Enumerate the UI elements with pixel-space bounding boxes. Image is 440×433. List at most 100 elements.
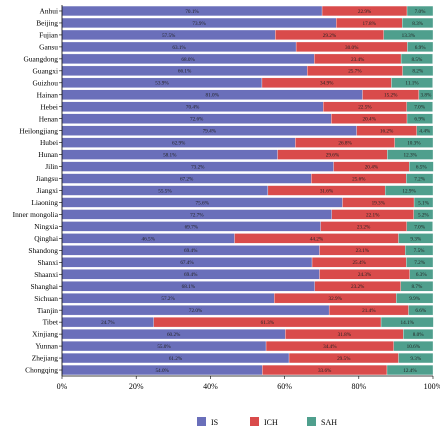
data-label: 79.4% [203,129,217,135]
data-label: 44.2% [310,236,324,242]
data-label: 57.5% [162,33,176,39]
category-label: Guizhou [33,78,59,87]
category-label: Tibet [43,318,59,327]
legend-label-is: IS [211,418,218,427]
data-label: 33.6% [318,368,332,374]
bar-sah-sichuan [396,293,434,304]
data-label: 70.4% [186,105,200,111]
category-label: Heilongjiang [19,126,58,135]
bar-sah-shanxi [406,257,434,268]
data-label: 22.9% [358,9,372,15]
bar-sah-heilongjiang [416,125,434,136]
category-label: Guangdong [24,54,59,63]
data-label: 69.7% [185,224,199,230]
data-label: 5.1% [418,200,429,206]
bar-sah-tianjin [408,305,434,316]
data-label: 9.3% [410,356,421,362]
category-label: Hubei [40,138,58,147]
data-label: 19.3% [372,200,386,206]
bar-sah-qinghai [398,233,434,244]
data-label: 29.6% [326,152,340,158]
bar-sah-ningxia [406,221,433,232]
data-label: 7.2% [414,260,425,266]
x-tick-label: 40% [203,382,218,391]
data-label: 46.5% [142,236,156,242]
x-tick-label: 60% [277,382,292,391]
data-label: 11.1% [405,81,419,87]
data-label: 17.8% [362,21,376,27]
data-label: 72.0% [189,308,203,314]
data-label: 6.9% [415,45,426,51]
data-label: 8.2% [412,69,423,75]
data-label: 72.6% [190,117,204,123]
data-label: 73.9% [192,21,206,27]
bar-sah-jiangxi [384,185,434,196]
data-label: 70.1% [185,9,199,15]
category-label: Hainan [37,90,59,99]
category-label: Shanghai [30,282,58,291]
bar-sah-shandong [405,245,434,256]
category-label: Gansu [39,42,58,51]
data-label: 20.4% [362,117,376,123]
data-label: 6.6% [415,308,426,314]
x-tick-label: 100% [424,382,440,391]
bar-sah-anhui [406,5,434,17]
x-axis: 0% 20% 40% 60% 80% 100% [57,5,440,391]
bar-sah-inner-mongolia [413,209,434,220]
data-label: 5.2% [418,212,429,218]
data-label: 8.3% [412,21,423,27]
category-label: Chongqing [25,366,58,375]
data-label: 30.0% [345,45,359,51]
data-label: 25.4% [352,260,366,266]
category-label: Guangxi [33,66,58,75]
data-label: 24.7% [101,320,115,326]
data-label: 55.0% [157,344,171,350]
bar-sah-hainan [418,89,434,100]
data-label: 14.1% [401,320,415,326]
category-label: Jilin [45,162,58,171]
category-label: Jiangsu [36,174,58,183]
data-label: 34.4% [323,344,337,350]
data-label: 63.1% [172,45,186,51]
data-label: 7.0% [414,105,425,111]
legend-swatch-ich [250,417,259,426]
category-labels: Anhui Beijing Fujian Gansu Guangdong Guangxi G… [13,7,62,375]
x-tick-label: 0% [57,382,68,391]
bar-sah-beijing [402,17,434,29]
legend: IS ICH SAH [197,417,337,427]
data-label: 23.1% [356,248,370,254]
bar-sah-liaoning [413,197,434,208]
data-label: 67.4% [180,260,194,266]
data-label: 12.3% [403,152,417,158]
data-label: 58.1% [163,152,177,158]
data-label: 61.3% [261,320,275,326]
category-label: Liaoning [31,198,58,207]
bar-sah-fujian [383,29,434,40]
data-label: 8.7% [411,284,422,290]
data-label: 7.2% [414,176,425,182]
category-label: Henan [39,114,59,123]
category-label: Shanxi [37,258,58,267]
data-label: 81.0% [206,93,220,99]
data-label: 22.5% [358,105,372,111]
legend-label-sah: SAH [321,418,337,427]
bar-sah-guangdong [400,53,433,64]
data-label: 10.3% [407,141,421,147]
bars-layer: 70.1% 22.9% 7.0% 73.9% 17.8% 8.3% 57.5% 29.2% 13… [61,5,434,376]
category-label: Shaanxi [34,270,58,279]
bar-sah-tibet [380,317,434,328]
legend-swatch-is [197,417,206,426]
legend-label-ich: ICH [264,418,278,427]
category-label: Qinghai [34,234,58,243]
data-label: 31.8% [338,332,352,338]
bar-sah-jiangsu [406,173,434,184]
data-label: 69.4% [184,272,198,278]
bar-sah-jilin [409,161,434,172]
data-label: 73.2% [191,164,205,170]
data-label: 6.9% [414,117,425,123]
category-label: Xinjiang [32,330,58,339]
data-label: 31.6% [320,188,334,194]
legend-swatch-sah [307,417,316,426]
data-label: 29.2% [323,33,337,39]
data-label: 68.0% [181,57,195,63]
